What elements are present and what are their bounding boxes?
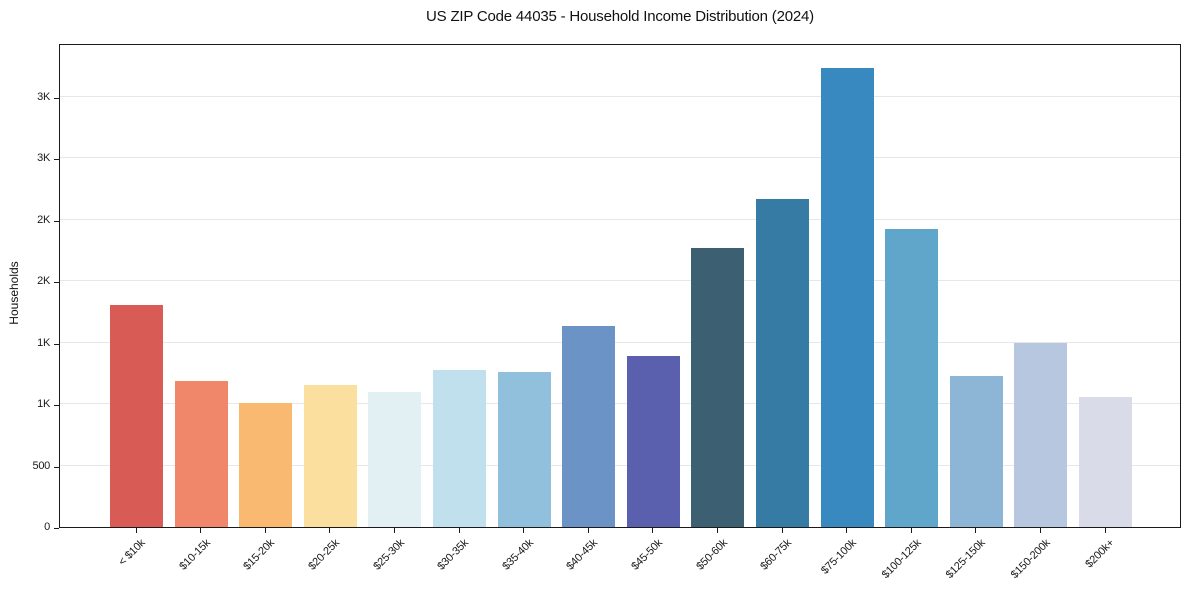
- x-tick-label: $45-50k: [629, 537, 665, 573]
- bar-$75-100k: [820, 67, 874, 527]
- x-tick-label: $100-125k: [879, 537, 924, 581]
- y-tick-mark: [54, 405, 59, 407]
- x-tick-mark: [846, 528, 848, 533]
- gridline: [60, 341, 1180, 343]
- x-tick-mark: [329, 528, 331, 533]
- x-tick-label: $20-25k: [306, 537, 342, 573]
- gridline: [60, 403, 1180, 405]
- y-tick-mark: [54, 98, 59, 100]
- x-tick-label: $200k+: [1083, 537, 1117, 571]
- y-tick-label: 3K: [37, 152, 50, 165]
- bar-$60-75k: [756, 199, 809, 527]
- x-tick-label: $150-200k: [1008, 537, 1053, 581]
- bar-$125-150k: [949, 375, 1003, 527]
- bar-$50-60k: [691, 248, 745, 527]
- x-tick-label: $40-45k: [564, 537, 601, 573]
- x-tick-label: < $10k: [116, 537, 148, 569]
- gridline: [60, 96, 1180, 98]
- bar-$15-20k: [239, 402, 293, 527]
- y-tick-label: 3K: [37, 91, 50, 104]
- x-tick-mark: [264, 528, 266, 533]
- x-tick-mark: [910, 528, 912, 533]
- y-tick-label: 1K: [37, 398, 50, 411]
- x-tick-mark: [587, 528, 589, 533]
- y-tick-label: 1K: [37, 336, 50, 349]
- x-tick-label: $30-35k: [435, 537, 471, 573]
- y-tick-mark: [54, 282, 59, 284]
- gridline: [60, 280, 1180, 282]
- x-tick-mark: [716, 528, 718, 533]
- x-tick-label: $15-20k: [241, 537, 278, 573]
- gridline: [60, 157, 1180, 159]
- y-tick-mark: [54, 220, 59, 222]
- bar-$40-45k: [562, 325, 616, 527]
- x-tick-label: $50-60k: [693, 537, 730, 573]
- x-tick-label: $10-15k: [176, 537, 213, 573]
- bar-$200k+: [1079, 396, 1132, 527]
- bar-$150-200k: [1014, 342, 1068, 527]
- bar-< $10k: [110, 304, 163, 527]
- gridline: [60, 218, 1180, 220]
- y-tick-mark: [54, 159, 59, 161]
- bar-$20-25k: [303, 384, 357, 527]
- x-tick-mark: [652, 528, 654, 533]
- x-tick-mark: [200, 528, 202, 533]
- y-tick-label: 2K: [37, 275, 50, 288]
- y-tick-label: 2K: [37, 213, 50, 226]
- chart-title: US ZIP Code 44035 - Household Income Dis…: [426, 8, 814, 25]
- y-tick-mark: [54, 528, 59, 529]
- x-tick-mark: [1104, 528, 1106, 533]
- bar-$45-50k: [626, 356, 680, 527]
- y-axis-label: Households: [7, 261, 21, 325]
- bar-$100-125k: [885, 228, 939, 527]
- x-tick-mark: [458, 528, 460, 533]
- bar-$30-35k: [433, 369, 486, 527]
- y-tick-label: 0: [44, 521, 50, 533]
- bar-$25-30k: [368, 391, 422, 527]
- x-tick-label: $25-30k: [370, 537, 407, 573]
- y-tick-mark: [54, 466, 59, 468]
- x-tick-mark: [135, 528, 137, 533]
- y-tick-label: 500: [32, 459, 51, 472]
- plot-area: [59, 44, 1181, 528]
- x-tick-mark: [781, 528, 783, 533]
- x-tick-mark: [393, 528, 395, 533]
- y-tick-mark: [54, 343, 59, 345]
- gridline: [60, 464, 1180, 466]
- x-tick-mark: [975, 528, 977, 533]
- x-tick-label: $60-75k: [758, 537, 794, 573]
- x-tick-mark: [523, 528, 525, 533]
- bar-$10-15k: [174, 380, 228, 527]
- bar-$35-40k: [497, 372, 551, 527]
- x-tick-label: $75-100k: [818, 537, 859, 577]
- x-tick-label: $35-40k: [499, 537, 536, 573]
- x-tick-label: $125-150k: [943, 537, 988, 581]
- x-tick-mark: [1039, 528, 1041, 533]
